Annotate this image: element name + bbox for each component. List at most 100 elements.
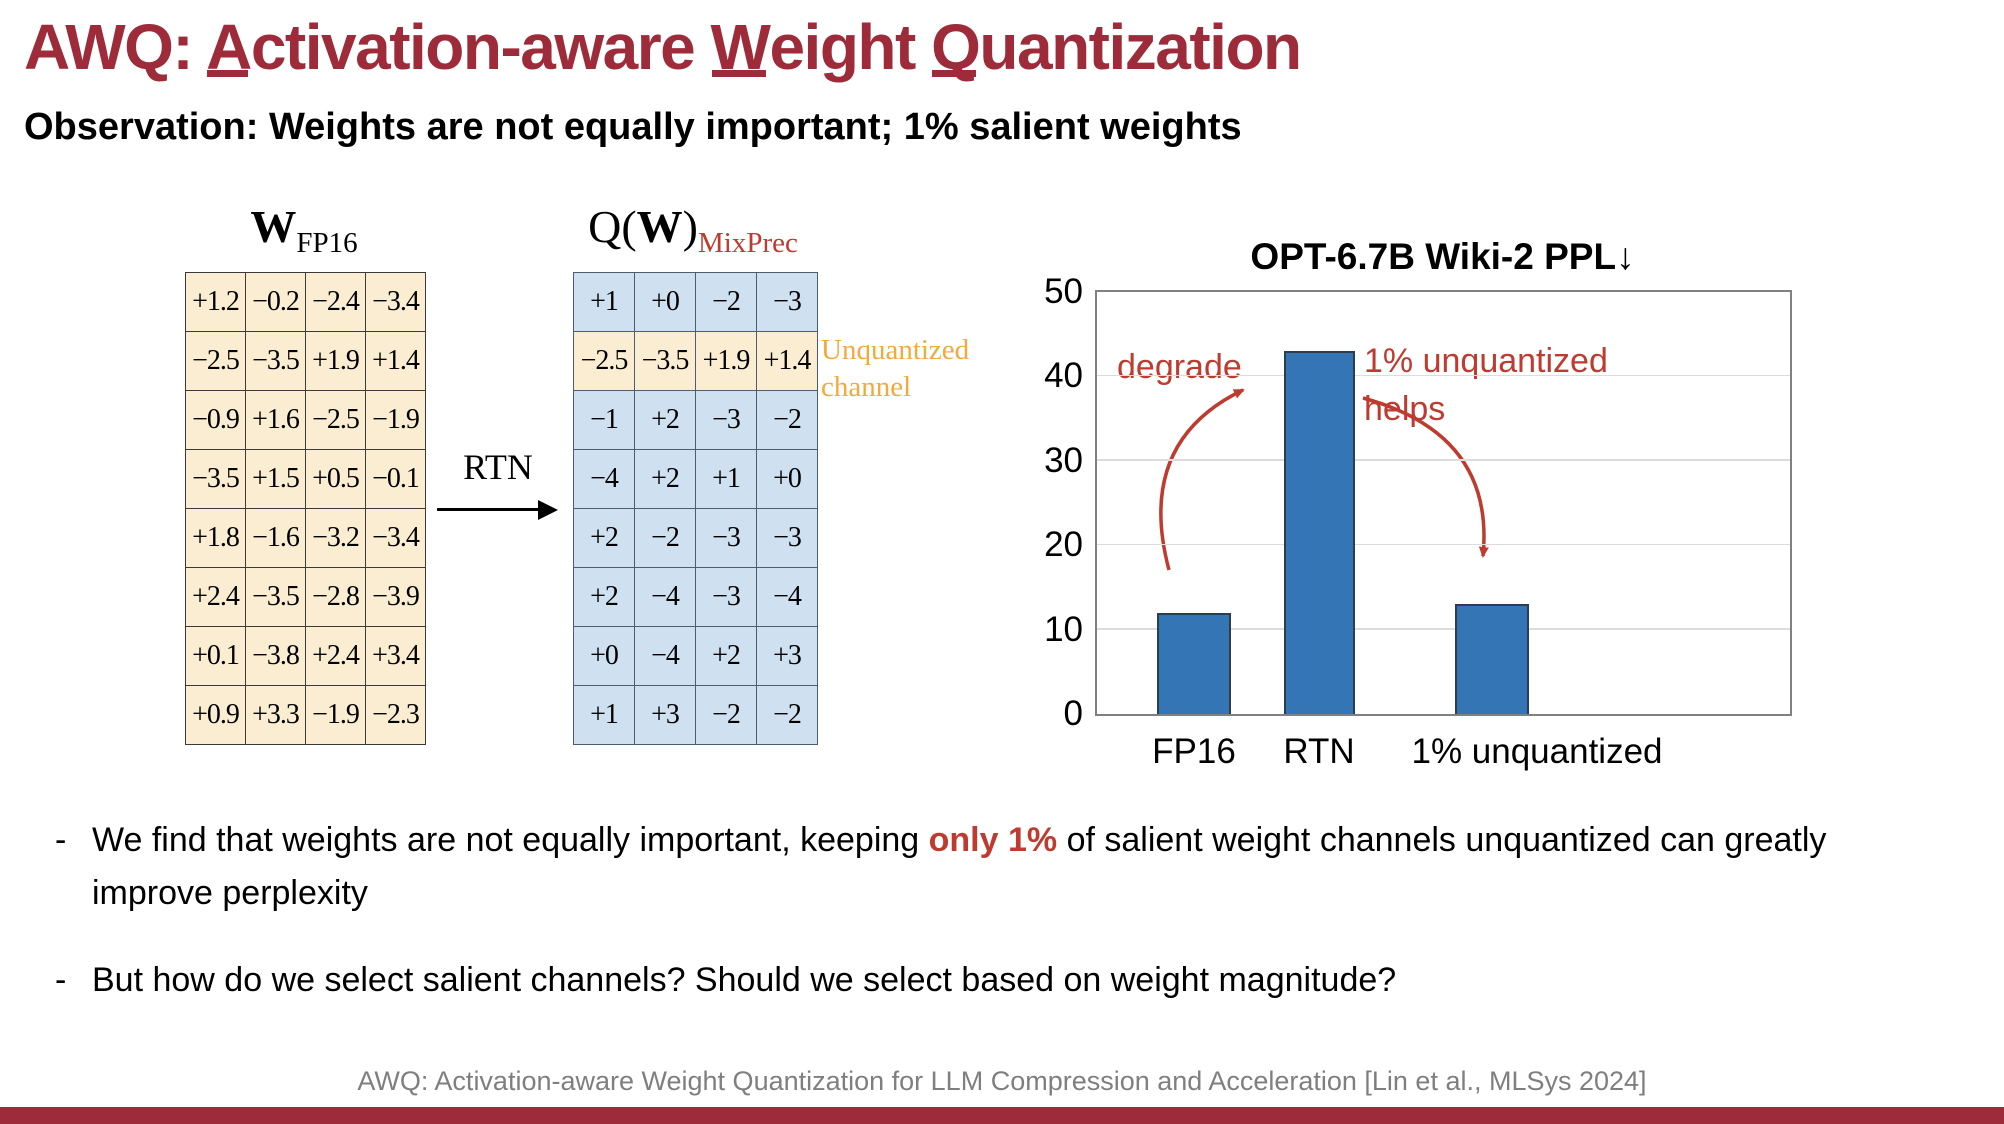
- matrix-cell: +0: [573, 626, 635, 686]
- bullet-item: - But how do we select salient channels? …: [55, 954, 1955, 1007]
- right-matrix-label-close: ): [682, 201, 698, 252]
- annotation-degrade: degrade: [1117, 348, 1242, 386]
- matrix-cell: +3: [756, 626, 818, 686]
- matrix-cell: +2: [634, 449, 696, 509]
- matrix-cell: −2.5: [185, 331, 246, 391]
- matrix-cell: −1.9: [365, 390, 426, 450]
- matrix-cell: +2.4: [185, 567, 246, 627]
- matrix-cell: −3.5: [245, 567, 306, 627]
- unquantized-channel-label: Unquantized channel: [821, 334, 970, 404]
- bullet-text: We find that weights are not equally imp…: [92, 814, 1955, 920]
- right-matrix-label-w: W: [636, 201, 683, 252]
- matrix-cell: −2.3: [365, 685, 426, 745]
- bottom-accent-bar: [0, 1107, 2004, 1124]
- bullet-marker: -: [55, 821, 67, 859]
- matrix-cell: +1.5: [245, 449, 306, 509]
- page-subtitle: Observation: Weights are not equally imp…: [24, 106, 1242, 148]
- title-text: ctivation-aware: [250, 11, 711, 83]
- matrix-cell: −1.6: [245, 508, 306, 568]
- matrix-row: +0.1 −3.8 +2.4 +3.4: [185, 626, 426, 686]
- bar-chart-plot-area: degrade 1% unquantized helps 0 10 20 30 40 50…: [1044, 272, 1792, 771]
- matrix-row: +2.4 −3.5 −2.8 −3.9: [185, 567, 426, 627]
- chart-bar: [1284, 351, 1355, 714]
- weight-matrix-fp16: +1.2 −0.2 −2.4 −3.4 −2.5 −3.5 +1.9 +1.4 −0.9 +1.6…: [185, 272, 426, 745]
- chart-gridline: [1097, 543, 1790, 546]
- matrix-cell: +1: [695, 449, 757, 509]
- matrix-cell: +1.9: [305, 331, 366, 391]
- matrix-row: +1.8 −1.6 −3.2 −3.4: [185, 508, 426, 568]
- rtn-label: RTN: [463, 447, 533, 487]
- matrix-cell: −0.1: [365, 449, 426, 509]
- matrix-cell: +3.3: [245, 685, 306, 745]
- matrix-cell: −0.9: [185, 390, 246, 450]
- chart-ytick-label: 10: [1044, 609, 1083, 649]
- matrix-cell: −3.4: [365, 272, 426, 332]
- matrix-row: +1 +0 −2 −3: [573, 272, 818, 332]
- matrix-cell: −3.8: [245, 626, 306, 686]
- matrix-cell: −3.2: [305, 508, 366, 568]
- right-matrix-label: Q(W)MixPrec: [553, 200, 833, 260]
- matrix-cell: +0.1: [185, 626, 246, 686]
- degrade-arrow-icon: [1159, 388, 1245, 571]
- matrix-row: +2 −2 −3 −3: [573, 508, 818, 568]
- chart-ytick-label: 50: [1044, 272, 1083, 311]
- matrix-cell: +0: [756, 449, 818, 509]
- title-text: eight: [769, 11, 932, 83]
- matrix-cell: −2: [634, 508, 696, 568]
- matrix-cell: +1.9: [695, 331, 757, 391]
- left-matrix-label-sub: FP16: [296, 227, 358, 260]
- matrix-row: −0.9 +1.6 −2.5 −1.9: [185, 390, 426, 450]
- matrix-cell: −0.2: [245, 272, 306, 332]
- matrix-cell: +3.4: [365, 626, 426, 686]
- matrix-row: +0.9 +3.3 −1.9 −2.3: [185, 685, 426, 745]
- annotation-helps: helps: [1364, 390, 1446, 428]
- matrix-cell: +0.5: [305, 449, 366, 509]
- chart-xtick-label: 1% unquantized: [1411, 732, 1663, 771]
- matrix-cell: +1.4: [365, 331, 426, 391]
- bullet-plain-text: But how do we select salient channels? S…: [92, 961, 1397, 999]
- matrix-cell: +1.6: [245, 390, 306, 450]
- chart-xtick-label: FP16: [1152, 732, 1236, 771]
- matrix-cell: −3: [695, 567, 757, 627]
- chart-bar: [1157, 612, 1231, 714]
- matrix-cell: +2: [573, 508, 635, 568]
- page-title: AWQ: Activation-aware Weight Quantizatio…: [24, 10, 1302, 84]
- matrix-row: +1 +3 −2 −2: [573, 685, 818, 745]
- matrix-cell: −4: [756, 567, 818, 627]
- chart-bar: [1455, 604, 1529, 714]
- matrix-cell: −3.9: [365, 567, 426, 627]
- matrix-cell: −3: [695, 390, 757, 450]
- matrix-cell: −3.5: [245, 331, 306, 391]
- matrix-row: −3.5 +1.5 +0.5 −0.1: [185, 449, 426, 509]
- matrix-cell: −2: [756, 390, 818, 450]
- matrix-row: +0 −4 +2 +3: [573, 626, 818, 686]
- matrix-cell: −2.5: [573, 331, 635, 391]
- matrix-row: −2.5 −3.5 +1.9 +1.4: [185, 331, 426, 391]
- matrix-cell: −3: [695, 508, 757, 568]
- matrix-cell: −1: [573, 390, 635, 450]
- left-matrix-label: WFP16: [185, 200, 423, 260]
- chart-gridline: [1097, 628, 1790, 630]
- matrix-cell: −3.4: [365, 508, 426, 568]
- bullet-list: - We find that weights are not equally im…: [55, 814, 1955, 1041]
- matrix-cell: −2: [695, 685, 757, 745]
- matrix-cell: +2: [634, 390, 696, 450]
- matrix-row: −1 +2 −3 −2: [573, 390, 818, 450]
- matrix-cell: +1.2: [185, 272, 246, 332]
- left-matrix-label-main: W: [250, 201, 297, 252]
- matrix-cell: +2.4: [305, 626, 366, 686]
- matrix-row: +1.2 −0.2 −2.4 −3.4: [185, 272, 426, 332]
- title-underlined-letter: Q: [931, 11, 981, 83]
- matrix-row: −4 +2 +1 +0: [573, 449, 818, 509]
- matrix-cell: +1.4: [756, 331, 818, 391]
- bullet-plain-text: of salient weight channels unquantized c…: [92, 821, 1827, 912]
- chart-ytick-label: 20: [1044, 525, 1083, 565]
- title-text: AWQ:: [24, 11, 207, 83]
- right-matrix-label-sub: MixPrec: [698, 227, 798, 260]
- matrix-cell: +1: [573, 685, 635, 745]
- title-underlined-letter: A: [206, 11, 252, 83]
- bullet-emphasis-text: only 1%: [928, 821, 1058, 859]
- matrix-cell: −4: [573, 449, 635, 509]
- matrix-cell: +3: [634, 685, 696, 745]
- quantized-matrix-mixprec: +1 +0 −2 −3 −2.5 −3.5 +1.9 +1.4 −1 +2 −3 −2 −4 +2 +1 +0…: [573, 272, 818, 745]
